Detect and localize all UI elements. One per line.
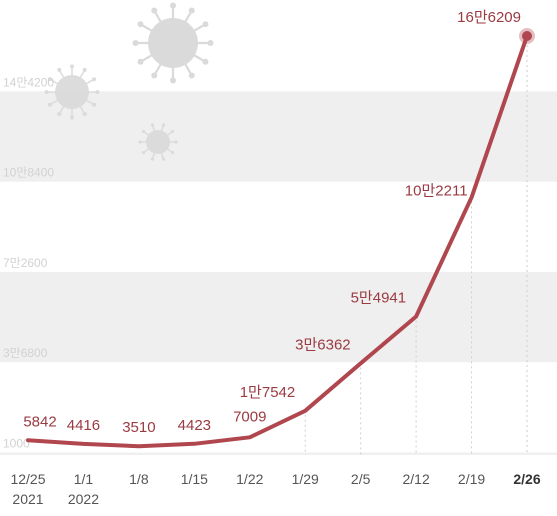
value-label: 1만7542 (240, 384, 296, 401)
virus-spike-tip (138, 140, 142, 144)
virus-spike-tip (132, 40, 139, 46)
grid-band (0, 271, 557, 363)
y-tick-label: 3만6800 (3, 346, 48, 360)
value-label: 3만6362 (295, 336, 351, 353)
virus-spike-tip (170, 2, 176, 9)
value-label: 4423 (178, 417, 211, 434)
y-tick-label: 1000 (3, 436, 30, 450)
virus-spike-tip (170, 129, 175, 134)
virus-spike-tip (161, 123, 166, 127)
virus-spike-tip (69, 115, 75, 120)
y-tick-label: 14만4200 (3, 75, 54, 89)
virus-spike-tip (95, 89, 100, 95)
virus-spike-tip (137, 58, 144, 65)
x-guide-lines (304, 40, 528, 455)
x-tick-label: 12/25 (10, 471, 45, 487)
series-line (26, 34, 529, 449)
virus-spike-tip (151, 72, 158, 79)
x-axis-labels: 12/25 2021 1/1 2022 1/8 1/15 1/22 1/29 2/5 2/12 2/… (10, 471, 540, 507)
virus-spike-tip (174, 140, 178, 144)
virus-spike-tip (170, 150, 175, 155)
last-point-marker (522, 31, 532, 41)
x-tick-label: 2/5 (351, 471, 371, 487)
virus-spike-tip (44, 89, 49, 95)
virus-spike-tip (150, 157, 155, 161)
value-label: 16만6209 (457, 9, 521, 26)
virus-spike-tip (92, 77, 97, 82)
virus-spike-tip (47, 77, 52, 82)
virus-icon (138, 123, 178, 161)
grid-band (0, 452, 557, 455)
x-tick-label: 1/29 (292, 471, 319, 487)
x-tick-label: 2/26 (513, 471, 540, 487)
virus-spike-tip (202, 58, 209, 65)
series-line (26, 28, 535, 449)
x-tick-label: 2/19 (458, 471, 485, 487)
virus-spike-tip (47, 102, 52, 107)
virus-spike-tip (69, 64, 75, 69)
x-tick-label: 2/12 (402, 471, 429, 487)
x-tick-label: 1/22 (236, 471, 263, 487)
value-label: 10만2211 (405, 182, 468, 199)
virus-spike-tip (141, 129, 146, 134)
y-tick-label: 10만8400 (3, 166, 54, 180)
virus-body (55, 75, 89, 109)
virus-spike-tip (141, 150, 146, 155)
virus-body (148, 18, 198, 68)
value-labels: 5842 4416 3510 4423 7009 1만7542 3만6362 5만4941 10… (23, 9, 521, 436)
value-label: 4416 (67, 417, 100, 434)
virus-spike-tip (151, 7, 158, 14)
x-tick-label: 2022 (68, 491, 99, 507)
virus-icon (132, 2, 214, 84)
virus-spike-tip (207, 40, 214, 46)
value-label: 5842 (23, 413, 56, 430)
virus-spike-tip (82, 112, 87, 117)
grid-bands (0, 91, 557, 455)
virus-spike-tip (150, 123, 155, 127)
virus-spike-tip (137, 21, 144, 28)
virus-spike-tip (57, 112, 62, 117)
virus-spike-tip (92, 102, 97, 107)
y-tick-label: 7만2600 (3, 256, 48, 270)
y-axis-ticks: 1000 3만6800 7만2600 10만8400 14만4200 (3, 75, 54, 450)
x-tick-label: 1/8 (129, 471, 149, 487)
virus-spike-tip (82, 67, 87, 72)
virus-body (146, 130, 170, 154)
virus-icon (44, 64, 100, 120)
x-tick-label: 1/15 (181, 471, 208, 487)
virus-spike-tip (188, 72, 195, 79)
virus-spike-tip (161, 157, 166, 161)
x-tick-label: 2021 (12, 491, 43, 507)
value-label: 3510 (122, 419, 155, 436)
virus-spike-tip (188, 7, 195, 14)
value-label: 7009 (233, 408, 266, 425)
virus-spike-tip (202, 21, 209, 28)
virus-spike-tip (170, 77, 176, 84)
x-tick-label: 1/1 (74, 471, 94, 487)
grid-band (0, 91, 557, 182)
virus-decorations (44, 2, 214, 161)
value-label: 5만4941 (351, 289, 407, 306)
virus-spike-tip (57, 67, 62, 72)
